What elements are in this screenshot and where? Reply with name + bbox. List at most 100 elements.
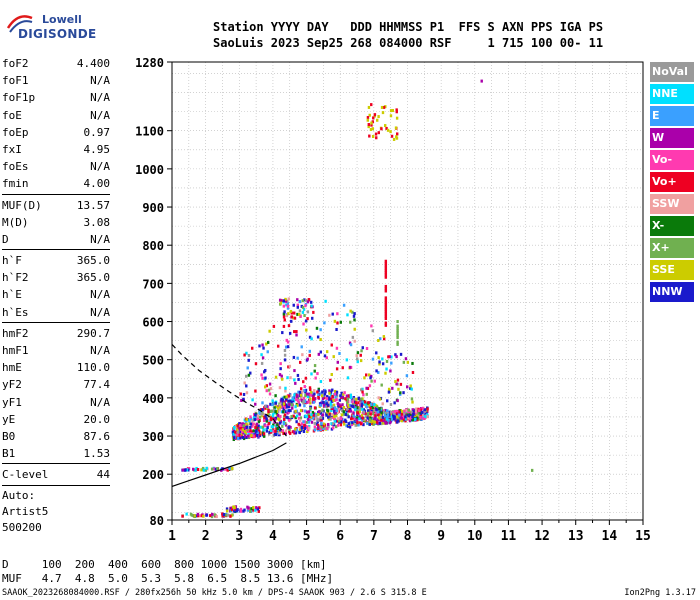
echo-point xyxy=(340,413,344,417)
param-value: 4.400 xyxy=(76,57,110,70)
echo-point xyxy=(325,413,328,417)
echo-point xyxy=(277,429,281,433)
echo-point xyxy=(276,406,280,410)
legend-item-vo-: Vo- xyxy=(650,150,694,170)
param-separator xyxy=(2,193,110,195)
echo-point xyxy=(350,404,353,408)
echo-point xyxy=(405,374,409,378)
echo-point xyxy=(282,312,286,316)
echo-point xyxy=(286,345,290,349)
echo-point xyxy=(375,369,378,373)
echo-point xyxy=(327,403,330,407)
echo-point xyxy=(303,426,307,430)
echo-point xyxy=(307,420,310,424)
echo-point xyxy=(283,353,287,357)
echo-point xyxy=(390,355,393,359)
echo-point xyxy=(377,396,380,400)
echo-point xyxy=(234,430,237,434)
param-row: h`E N/A xyxy=(2,286,110,303)
echo-point xyxy=(263,385,267,389)
echo-point xyxy=(243,430,247,434)
echo-point xyxy=(252,434,255,438)
echo-point xyxy=(306,317,309,321)
echo-point xyxy=(399,391,402,395)
echo-point xyxy=(384,287,388,291)
echo-point xyxy=(384,371,387,375)
echo-point xyxy=(243,434,247,438)
echo-point xyxy=(232,438,236,442)
echo-point xyxy=(361,346,364,350)
legend-item-ssw: SSW xyxy=(650,194,694,214)
echo-point xyxy=(328,391,331,395)
echo-point xyxy=(300,422,304,426)
param-row: fxI 4.95 xyxy=(2,141,110,158)
echo-point xyxy=(377,356,380,360)
echo-point xyxy=(262,428,265,432)
echo-point xyxy=(380,418,383,422)
echo-point xyxy=(272,429,275,433)
param-value: 365.0 xyxy=(76,271,110,285)
echo-point xyxy=(396,419,400,423)
echo-point xyxy=(308,415,311,419)
echo-point xyxy=(261,343,264,347)
echo-point xyxy=(332,398,335,402)
echo-point xyxy=(231,430,235,434)
echo-point xyxy=(384,305,388,309)
echo-point xyxy=(299,425,302,429)
echo-point xyxy=(364,403,367,407)
echo-point xyxy=(296,399,300,403)
echo-point xyxy=(225,507,229,511)
echo-point xyxy=(411,400,414,404)
x-tick-label: 14 xyxy=(602,529,618,544)
echo-point xyxy=(262,434,266,438)
echo-point xyxy=(406,360,410,364)
echo-point xyxy=(224,467,227,471)
echo-point xyxy=(384,296,388,300)
echo-point xyxy=(335,414,338,418)
param-value: 20.0 xyxy=(83,412,111,426)
echo-point xyxy=(404,417,408,421)
echo-point xyxy=(280,377,284,381)
echo-point xyxy=(293,429,296,433)
echo-point xyxy=(255,416,258,420)
param-row: D N/A xyxy=(2,231,110,248)
param-row: foEs N/A xyxy=(2,158,110,175)
echo-point xyxy=(293,378,296,382)
echo-point xyxy=(304,409,307,413)
echo-point xyxy=(321,390,324,394)
echo-point xyxy=(303,314,306,318)
echo-point xyxy=(366,118,369,122)
echo-point xyxy=(373,417,376,421)
echo-point xyxy=(384,307,388,311)
echo-point xyxy=(194,468,197,472)
param-row: yF1 N/A xyxy=(2,394,110,411)
muf-distance-table: D 100 200 400 600 800 1000 1500 3000 [km… xyxy=(2,558,333,586)
x-tick-label: 3 xyxy=(235,529,243,544)
echo-point xyxy=(287,409,291,413)
echo-point xyxy=(272,324,276,328)
echo-point xyxy=(360,349,363,353)
echo-point xyxy=(303,423,306,427)
echo-point xyxy=(299,416,303,420)
x-tick-label: 2 xyxy=(202,529,210,544)
echo-point xyxy=(195,514,198,518)
echo-point xyxy=(364,414,368,418)
echo-point xyxy=(352,397,356,401)
echo-point xyxy=(239,436,242,440)
echo-point xyxy=(358,421,362,425)
echo-point xyxy=(371,419,374,423)
echo-point xyxy=(330,409,333,413)
echo-point xyxy=(384,124,387,128)
echo-point xyxy=(390,134,394,138)
echo-point xyxy=(260,361,264,365)
echo-point xyxy=(384,264,388,268)
param-separator xyxy=(2,249,110,251)
echo-point xyxy=(375,411,378,415)
echo-point xyxy=(373,379,376,383)
echo-point xyxy=(292,316,295,320)
param-label: C-level xyxy=(2,468,49,482)
echo-point xyxy=(404,408,408,412)
echo-point xyxy=(322,427,325,431)
echo-point xyxy=(297,377,300,381)
echo-point xyxy=(274,401,277,405)
